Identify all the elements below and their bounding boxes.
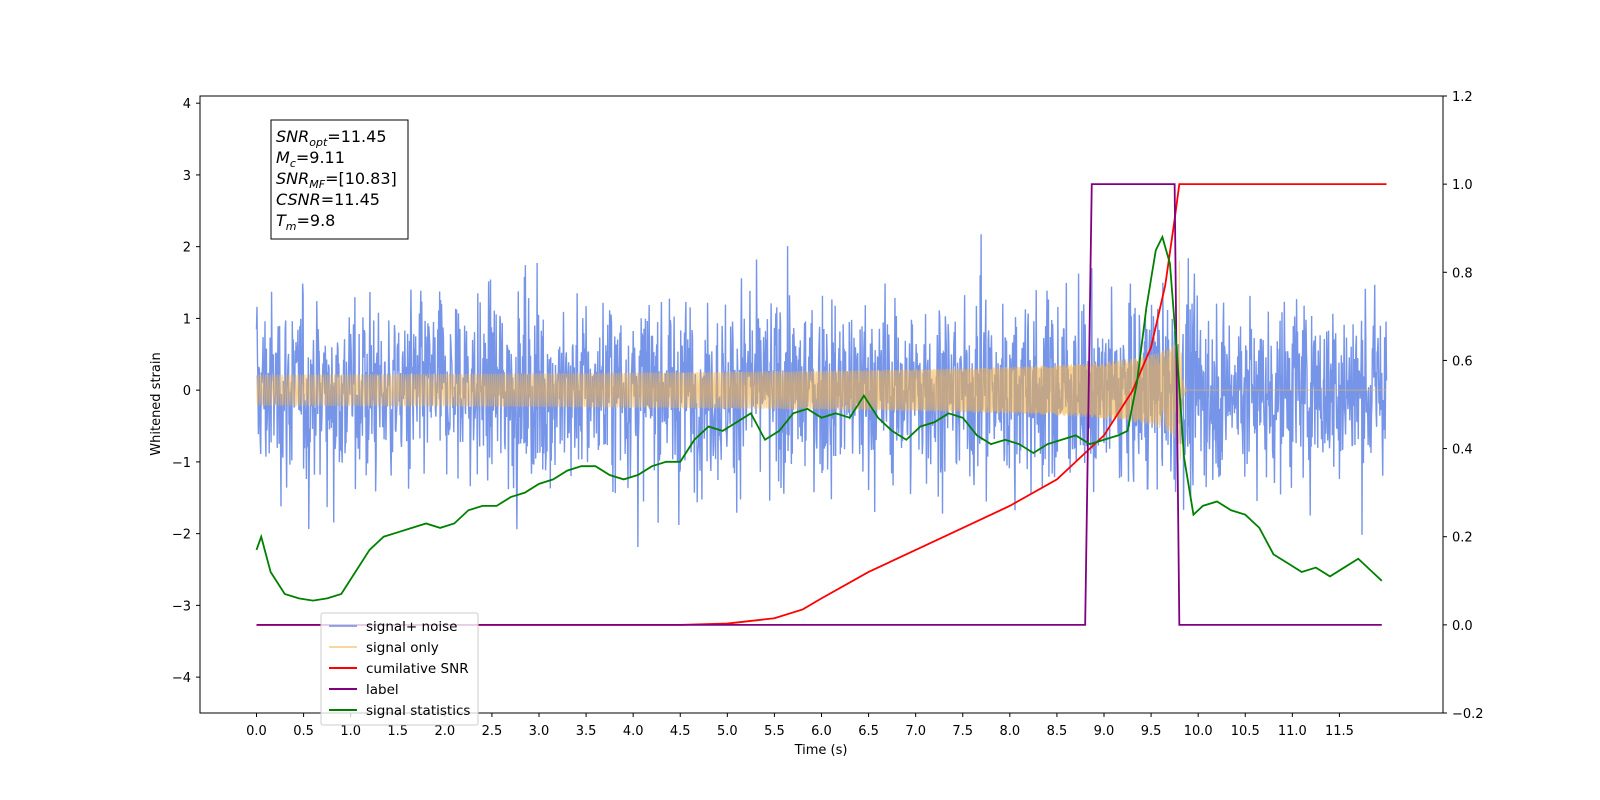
legend-entry-signal-statistics: signal statistics [329, 703, 470, 719]
y-right-tick-label: 1.2 [1452, 90, 1473, 105]
x-tick-label: 7.5 [952, 724, 973, 739]
x-tick-label: 8.0 [999, 724, 1020, 739]
series-signal-statistics-line [255, 234, 1383, 602]
legend-label: label [366, 682, 399, 698]
legend: signal+ noise signal only cumilative SNR la… [320, 612, 479, 726]
y-left-tick-label: 3 [183, 169, 191, 184]
x-tick-label: 9.5 [1141, 724, 1162, 739]
x-tick-label: 4.5 [670, 724, 691, 739]
x-tick-label: 11.5 [1325, 724, 1354, 739]
legend-entry-cumulative-snr: cumilative SNR [329, 661, 469, 677]
info-box-line: Mc=9.11 [276, 148, 345, 170]
x-tick-label: 10.0 [1184, 724, 1213, 739]
info-box-line: CSNR=11.45 [276, 190, 380, 209]
y-left-tick-label: −1 [172, 456, 191, 471]
legend-entry-signal-only: signal only [329, 640, 439, 656]
x-tick-label: 6.0 [811, 724, 832, 739]
y-right-tick-label: 0.2 [1452, 531, 1473, 546]
y-right-tick-label: −0.2 [1452, 707, 1484, 722]
y-left-tick-label: 2 [183, 241, 191, 256]
y-left-tick-label: −2 [172, 528, 191, 543]
info-box-line: Tm=9.8 [276, 211, 335, 233]
x-tick-label: 6.5 [858, 724, 879, 739]
y-left-tick-label: −3 [172, 599, 191, 614]
x-tick-label: 2.0 [434, 724, 455, 739]
x-tick-label: 0.5 [293, 724, 314, 739]
series-layer [255, 183, 1388, 626]
y-right-tick-label: 0.8 [1452, 266, 1473, 281]
legend-label: signal statistics [366, 703, 470, 719]
series-signal-only-line [256, 261, 1387, 461]
y-axis-right: 1.2 1.0 0.8 0.6 0.4 0.2 0.0 −0.2 [1443, 90, 1484, 722]
y-left-tick-label: 0 [183, 384, 191, 399]
x-tick-label: 2.5 [482, 724, 503, 739]
y-axis-label: Whitened strain [149, 352, 164, 455]
info-box-line: SNRopt=11.45 [276, 127, 387, 149]
x-tick-label: 7.0 [905, 724, 926, 739]
x-tick-label: 11.0 [1278, 724, 1307, 739]
x-tick-label: 5.0 [717, 724, 738, 739]
x-tick-label: 10.5 [1231, 724, 1260, 739]
x-tick-label: 1.5 [387, 724, 408, 739]
y-right-tick-label: 1.0 [1452, 178, 1473, 193]
legend-label: signal only [366, 640, 439, 656]
series-cumulative-snr-line [256, 183, 1387, 626]
y-axis-left: 4 3 2 1 0 −1 −2 −3 −4 [172, 97, 200, 686]
x-axis-label: Time (s) [794, 743, 848, 758]
x-tick-label: 5.5 [764, 724, 785, 739]
x-axis: 0.0 0.5 1.0 1.5 2.0 2.5 3.0 3.5 4.0 4.5 5.0 5.5 6.0 6… [246, 713, 1354, 739]
info-box-frame [270, 119, 409, 240]
x-tick-label: 3.0 [529, 724, 550, 739]
x-tick-label: 4.0 [623, 724, 644, 739]
legend-frame [320, 612, 479, 726]
x-tick-label: 8.5 [1047, 724, 1068, 739]
x-tick-label: 3.5 [576, 724, 597, 739]
y-left-tick-label: 1 [183, 312, 191, 327]
series-label-line [256, 183, 1382, 626]
x-tick-label: 9.0 [1094, 724, 1115, 739]
x-tick-label: 0.0 [246, 724, 267, 739]
info-box: SNRopt=11.45Mc=9.11SNRMF=[10.83]CSNR=11.… [270, 119, 409, 240]
legend-entry-signal-noise: signal+ noise [329, 619, 457, 635]
y-left-tick-label: 4 [183, 97, 191, 112]
y-left-tick-label: −4 [172, 671, 191, 686]
info-box-line: SNRMF=[10.83] [276, 169, 397, 191]
y-right-tick-label: 0.6 [1452, 354, 1473, 369]
legend-entry-label: label [329, 682, 399, 698]
legend-label: signal+ noise [366, 619, 457, 635]
y-right-tick-label: 0.4 [1452, 443, 1473, 458]
y-right-tick-label: 0.0 [1452, 619, 1473, 634]
x-tick-label: 1.0 [340, 724, 361, 739]
legend-label: cumilative SNR [366, 661, 469, 677]
